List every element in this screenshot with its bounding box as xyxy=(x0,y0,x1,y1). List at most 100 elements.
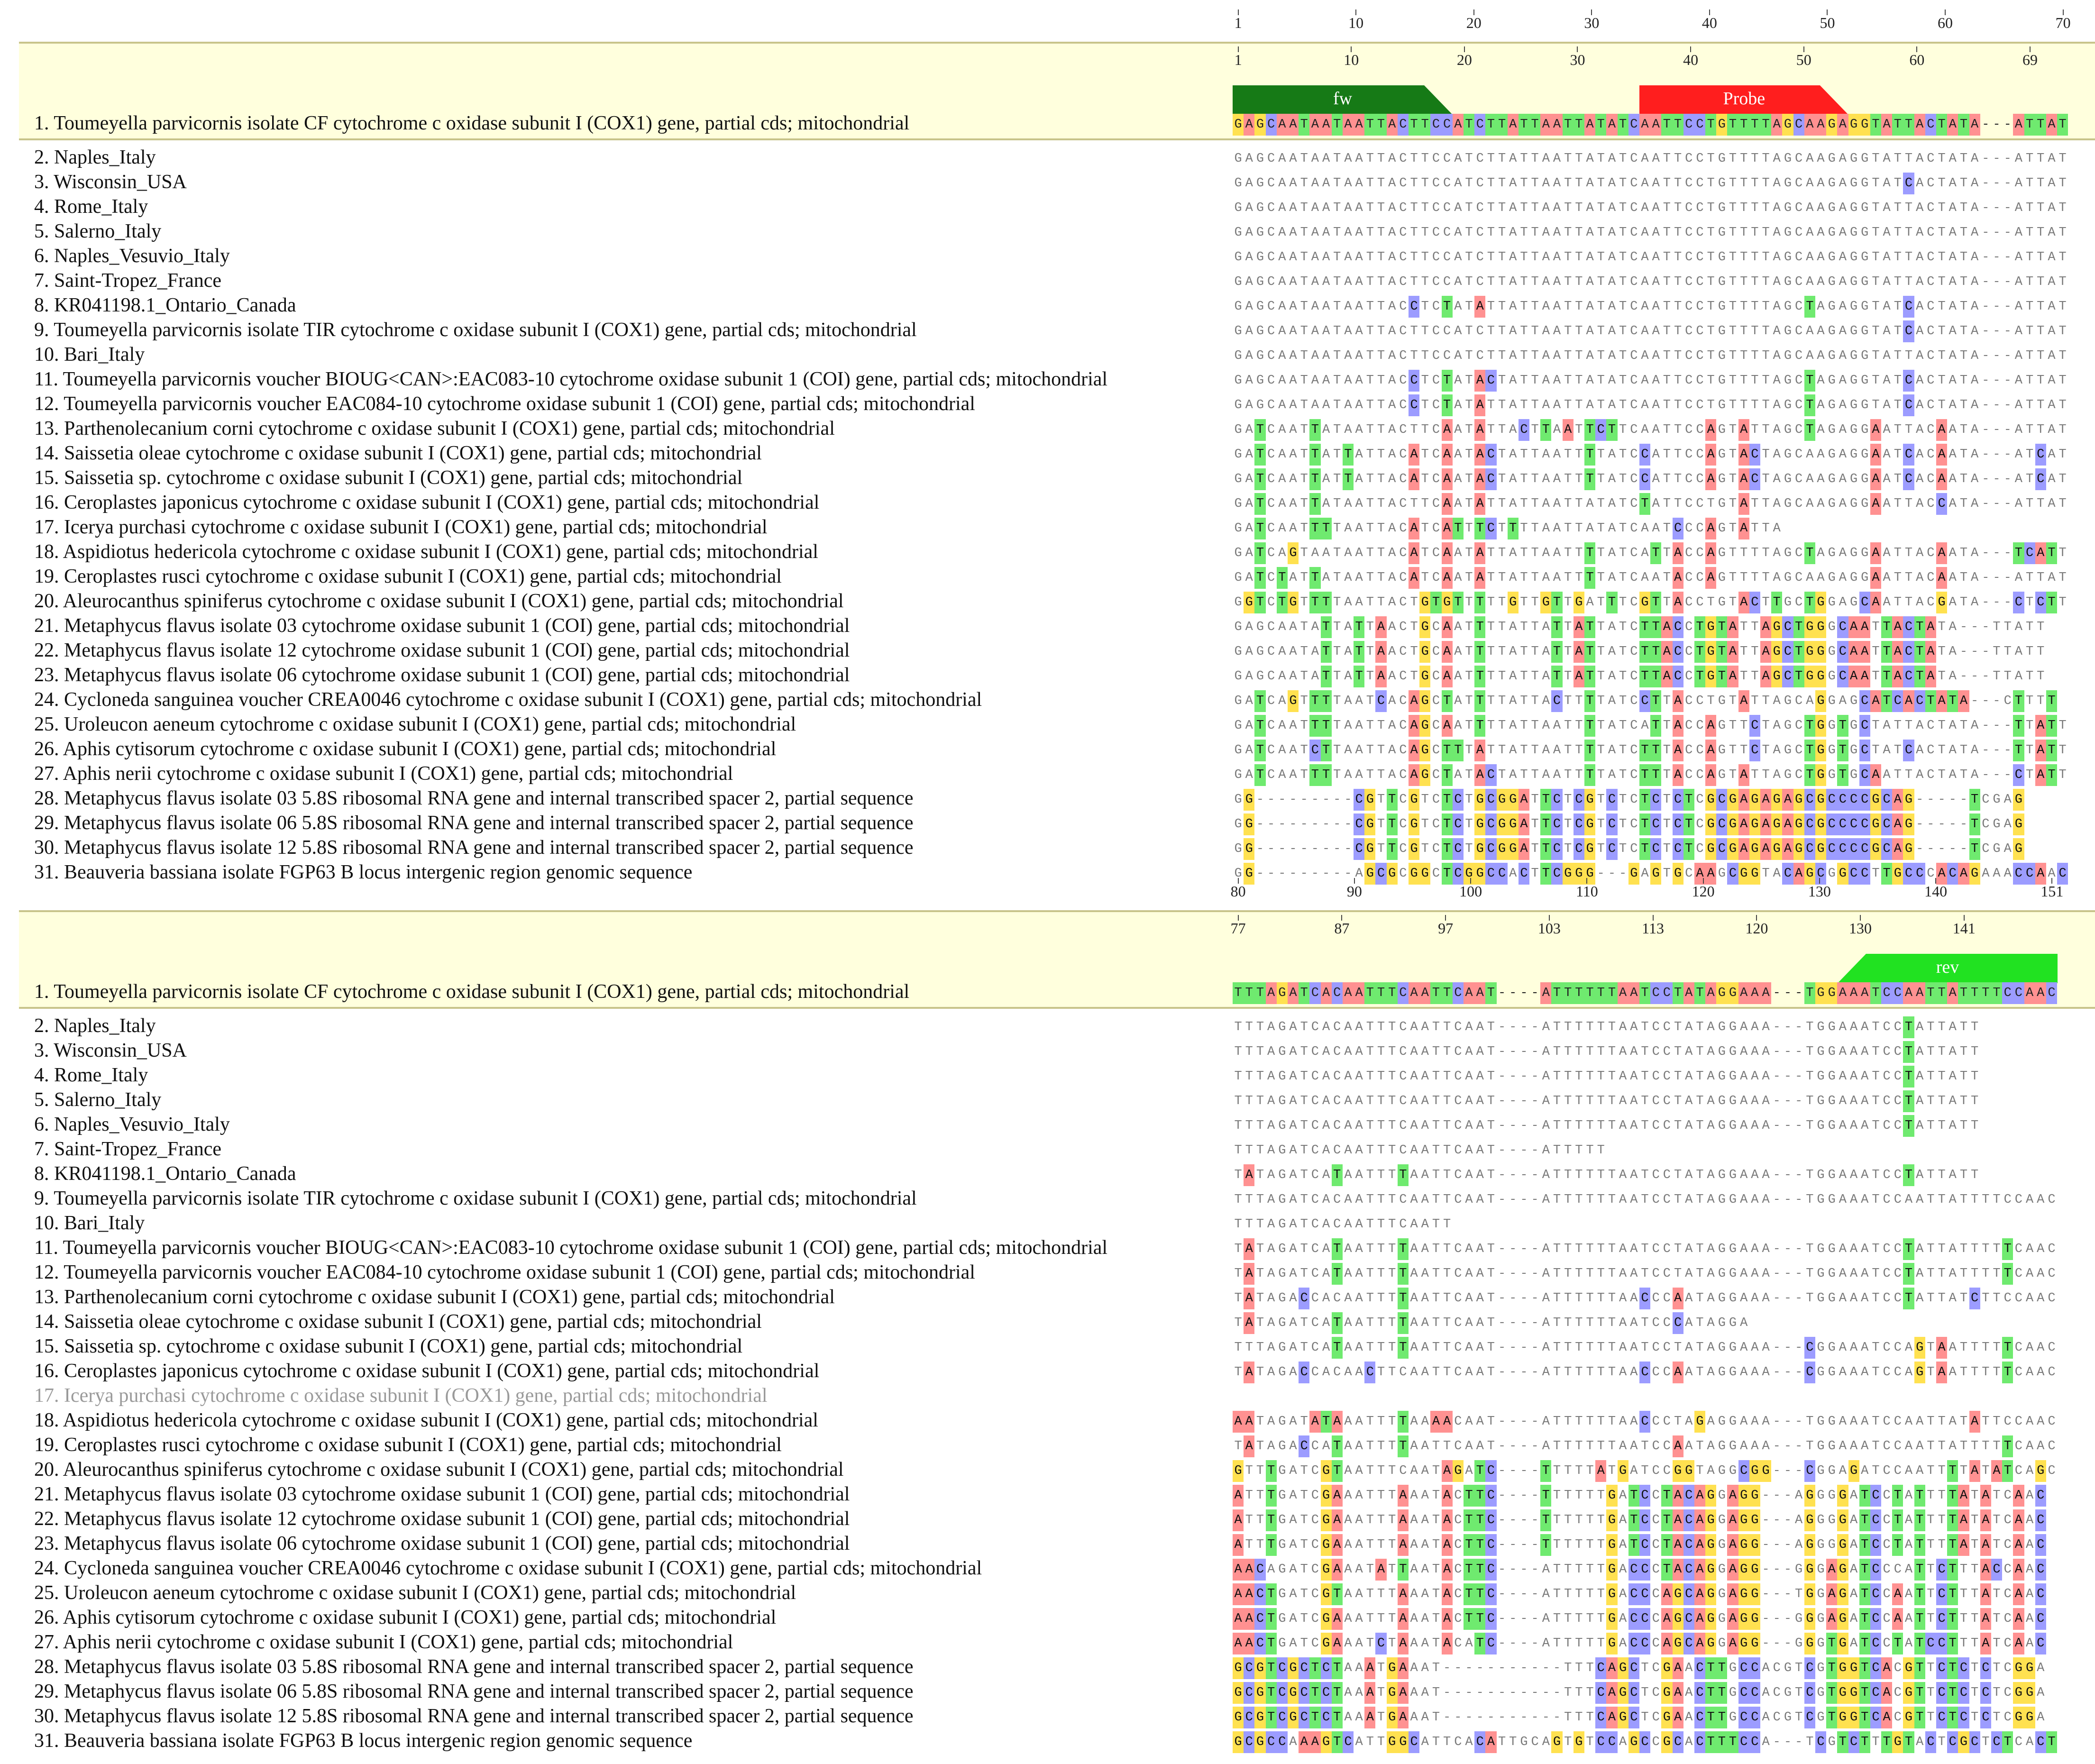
sequence-label[interactable]: 27. Aphis nerii cytochrome c oxidase sub… xyxy=(34,1631,733,1653)
sequence-label[interactable]: 18. Aspidiotus hedericola cytochrome c o… xyxy=(34,541,818,563)
base-C: C xyxy=(1685,300,1693,314)
base-T: T xyxy=(1377,1020,1385,1034)
sequence-label[interactable]: 28. Metaphycus flavus isolate 03 5.8S ri… xyxy=(34,787,914,809)
sequence-label[interactable]: 14. Saissetia oleae cytochrome c oxidase… xyxy=(34,442,762,464)
sequence-label[interactable]: 10. Bari_Italy xyxy=(34,344,145,366)
sequence-label[interactable]: 31. Beauveria bassiana isolate FGP63 B l… xyxy=(34,1730,693,1752)
base-A: A xyxy=(1916,275,1924,289)
sequence-label[interactable]: 29. Metaphycus flavus isolate 06 5.8S ri… xyxy=(34,812,914,834)
sequence-label[interactable]: 4. Rome_Italy xyxy=(34,196,148,218)
base-C: C xyxy=(1652,1193,1660,1207)
sequence-label[interactable]: 11. Toumeyella parvicornis voucher BIOUG… xyxy=(34,1237,1108,1259)
base-T: T xyxy=(1729,448,1737,462)
sequence-label[interactable]: 23. Metaphycus flavus isolate 06 cytochr… xyxy=(34,664,850,686)
base-A: A xyxy=(1806,349,1814,363)
sequence-label[interactable]: 25. Uroleucon aeneum cytochrome c oxidas… xyxy=(34,713,796,735)
base-C: C xyxy=(1485,468,1497,490)
sequence-label[interactable]: 13. Parthenolecanium corni cytochrome c … xyxy=(34,418,835,439)
base-C: C xyxy=(1320,1657,1332,1679)
sequence-label[interactable]: 15. Saissetia sp. cytochrome c oxidase s… xyxy=(34,467,743,489)
feature-probe[interactable]: Probe xyxy=(1639,85,1849,115)
sequence-label[interactable]: 1. Toumeyella parvicornis isolate CF cyt… xyxy=(34,981,910,1003)
sequence-label[interactable]: 24. Cycloneda sanguinea voucher CREA0046… xyxy=(34,1557,982,1579)
base-A: A xyxy=(1608,226,1616,240)
sequence-label[interactable]: 9. Toumeyella parvicornis isolate TIR cy… xyxy=(34,1188,917,1209)
sequence-label[interactable]: 27. Aphis nerii cytochrome c oxidase sub… xyxy=(34,763,733,785)
sequence-label[interactable]: 11. Toumeyella parvicornis voucher BIOUG… xyxy=(34,368,1108,390)
sequence-label[interactable]: 5. Salerno_Italy xyxy=(34,1089,162,1111)
base-C: C xyxy=(1399,521,1407,536)
base-C: C xyxy=(1432,694,1440,708)
base-C: C xyxy=(1795,324,1803,338)
base-A: A xyxy=(1509,768,1517,782)
sequence-label[interactable]: 22. Metaphycus flavus isolate 12 cytochr… xyxy=(34,1508,850,1530)
feature-fw[interactable]: fw xyxy=(1233,85,1453,115)
base-T: T xyxy=(1575,521,1583,536)
sequence-label[interactable]: 17. Icerya purchasi cytochrome c oxidase… xyxy=(34,1385,768,1407)
sequence-label[interactable]: 21. Metaphycus flavus isolate 03 cytochr… xyxy=(34,615,850,637)
sequence-label[interactable]: 3. Wisconsin_USA xyxy=(34,171,187,193)
sequence-label[interactable]: 15. Saissetia sp. cytochrome c oxidase s… xyxy=(34,1335,743,1357)
sequence-label[interactable]: 5. Salerno_Italy xyxy=(34,220,162,242)
gap: - xyxy=(1993,398,2001,412)
base-A: A xyxy=(1839,1415,1847,1429)
sequence-label[interactable]: 2. Naples_Italy xyxy=(34,1015,156,1037)
sequence-label[interactable]: 17. Icerya purchasi cytochrome c oxidase… xyxy=(34,516,768,538)
sequence-label[interactable]: 3. Wisconsin_USA xyxy=(34,1040,187,1061)
sequence-label[interactable]: 22. Metaphycus flavus isolate 12 cytochr… xyxy=(34,640,850,661)
sequence-label[interactable]: 20. Aleurocanthus spiniferus cytochrome … xyxy=(34,1459,844,1481)
sequence-label[interactable]: 21. Metaphycus flavus isolate 03 cytochr… xyxy=(34,1483,850,1505)
base-T: T xyxy=(1465,743,1473,758)
base-T: T xyxy=(1586,1020,1594,1034)
sequence-label[interactable]: 13. Parthenolecanium corni cytochrome c … xyxy=(34,1286,835,1308)
sequence-label[interactable]: 24. Cycloneda sanguinea voucher CREA0046… xyxy=(34,689,982,711)
base-C: C xyxy=(1485,813,1497,835)
base-A: A xyxy=(1685,1439,1693,1453)
sequence-label[interactable]: 7. Saint-Tropez_France xyxy=(34,1138,222,1160)
sequence-label[interactable]: 6. Naples_Vesuvio_Italy xyxy=(34,245,230,267)
sequence-label[interactable]: 14. Saissetia oleae cytochrome c oxidase… xyxy=(34,1311,762,1333)
sequence-label[interactable]: 23. Metaphycus flavus isolate 06 cytochr… xyxy=(34,1533,850,1554)
base-T: T xyxy=(1971,1045,1979,1059)
base-C: C xyxy=(1685,743,1693,758)
sequence-label[interactable]: 26. Aphis cytisorum cytochrome c oxidase… xyxy=(34,1607,777,1628)
sequence-label[interactable]: 7. Saint-Tropez_France xyxy=(34,270,222,292)
sequence-label[interactable]: 1. Toumeyella parvicornis isolate CF cyt… xyxy=(34,112,910,134)
sequence-label[interactable]: 8. KR041198.1_Ontario_Canada xyxy=(34,294,296,316)
sequence-label[interactable]: 28. Metaphycus flavus isolate 03 5.8S ri… xyxy=(34,1656,914,1678)
sequence-label[interactable]: 8. KR041198.1_Ontario_Canada xyxy=(34,1163,296,1185)
sequence-label[interactable]: 20. Aleurocanthus spiniferus cytochrome … xyxy=(34,590,844,612)
sequence-label[interactable]: 18. Aspidiotus hedericola cytochrome c o… xyxy=(34,1409,818,1431)
base-A: A xyxy=(1883,250,1891,265)
base-T: T xyxy=(1729,595,1737,610)
sequence-label[interactable]: 29. Metaphycus flavus isolate 06 5.8S ri… xyxy=(34,1681,914,1702)
sequence-label[interactable]: 12. Toumeyella parvicornis voucher EAC08… xyxy=(34,393,975,415)
sequence-label[interactable]: 30. Metaphycus flavus isolate 12 5.8S ri… xyxy=(34,1705,914,1727)
base-G: G xyxy=(1718,423,1726,437)
base-C: C xyxy=(1903,444,1914,466)
base-G: G xyxy=(1661,1731,1673,1753)
sequence-label[interactable]: 31. Beauveria bassiana isolate FGP63 B l… xyxy=(34,861,693,883)
base-A: A xyxy=(1619,1193,1627,1207)
base-T: T xyxy=(1707,275,1715,289)
sequence-label[interactable]: 10. Bari_Italy xyxy=(34,1212,145,1234)
sequence-label[interactable]: 4. Rome_Italy xyxy=(34,1064,148,1086)
sequence-label[interactable]: 19. Ceroplastes rusci cytochrome c oxida… xyxy=(34,1434,782,1456)
sequence-label[interactable]: 30. Metaphycus flavus isolate 12 5.8S ri… xyxy=(34,837,914,859)
sequence-label[interactable]: 2. Naples_Italy xyxy=(34,146,156,168)
sequence-label[interactable]: 6. Naples_Vesuvio_Italy xyxy=(34,1114,230,1135)
base-A: A xyxy=(1454,546,1462,560)
sequence-label[interactable]: 19. Ceroplastes rusci cytochrome c oxida… xyxy=(34,566,782,587)
base-C: C xyxy=(1870,1608,1882,1630)
sequence-label[interactable]: 16. Ceroplastes japonicus cytochrome c o… xyxy=(34,492,820,513)
sequence-label[interactable]: 16. Ceroplastes japonicus cytochrome c o… xyxy=(34,1360,820,1382)
sequence-label[interactable]: 25. Uroleucon aeneum cytochrome c oxidas… xyxy=(34,1582,796,1604)
sequence-label[interactable]: 26. Aphis cytisorum cytochrome c oxidase… xyxy=(34,738,777,760)
base-G: G xyxy=(1784,226,1792,240)
feature-rev[interactable]: rev xyxy=(1838,954,2058,983)
base-C: C xyxy=(2035,1485,2046,1507)
base-T: T xyxy=(1564,1415,1572,1429)
sequence-label[interactable]: 9. Toumeyella parvicornis isolate TIR cy… xyxy=(34,319,917,341)
sequence-label[interactable]: 12. Toumeyella parvicornis voucher EAC08… xyxy=(34,1261,975,1283)
